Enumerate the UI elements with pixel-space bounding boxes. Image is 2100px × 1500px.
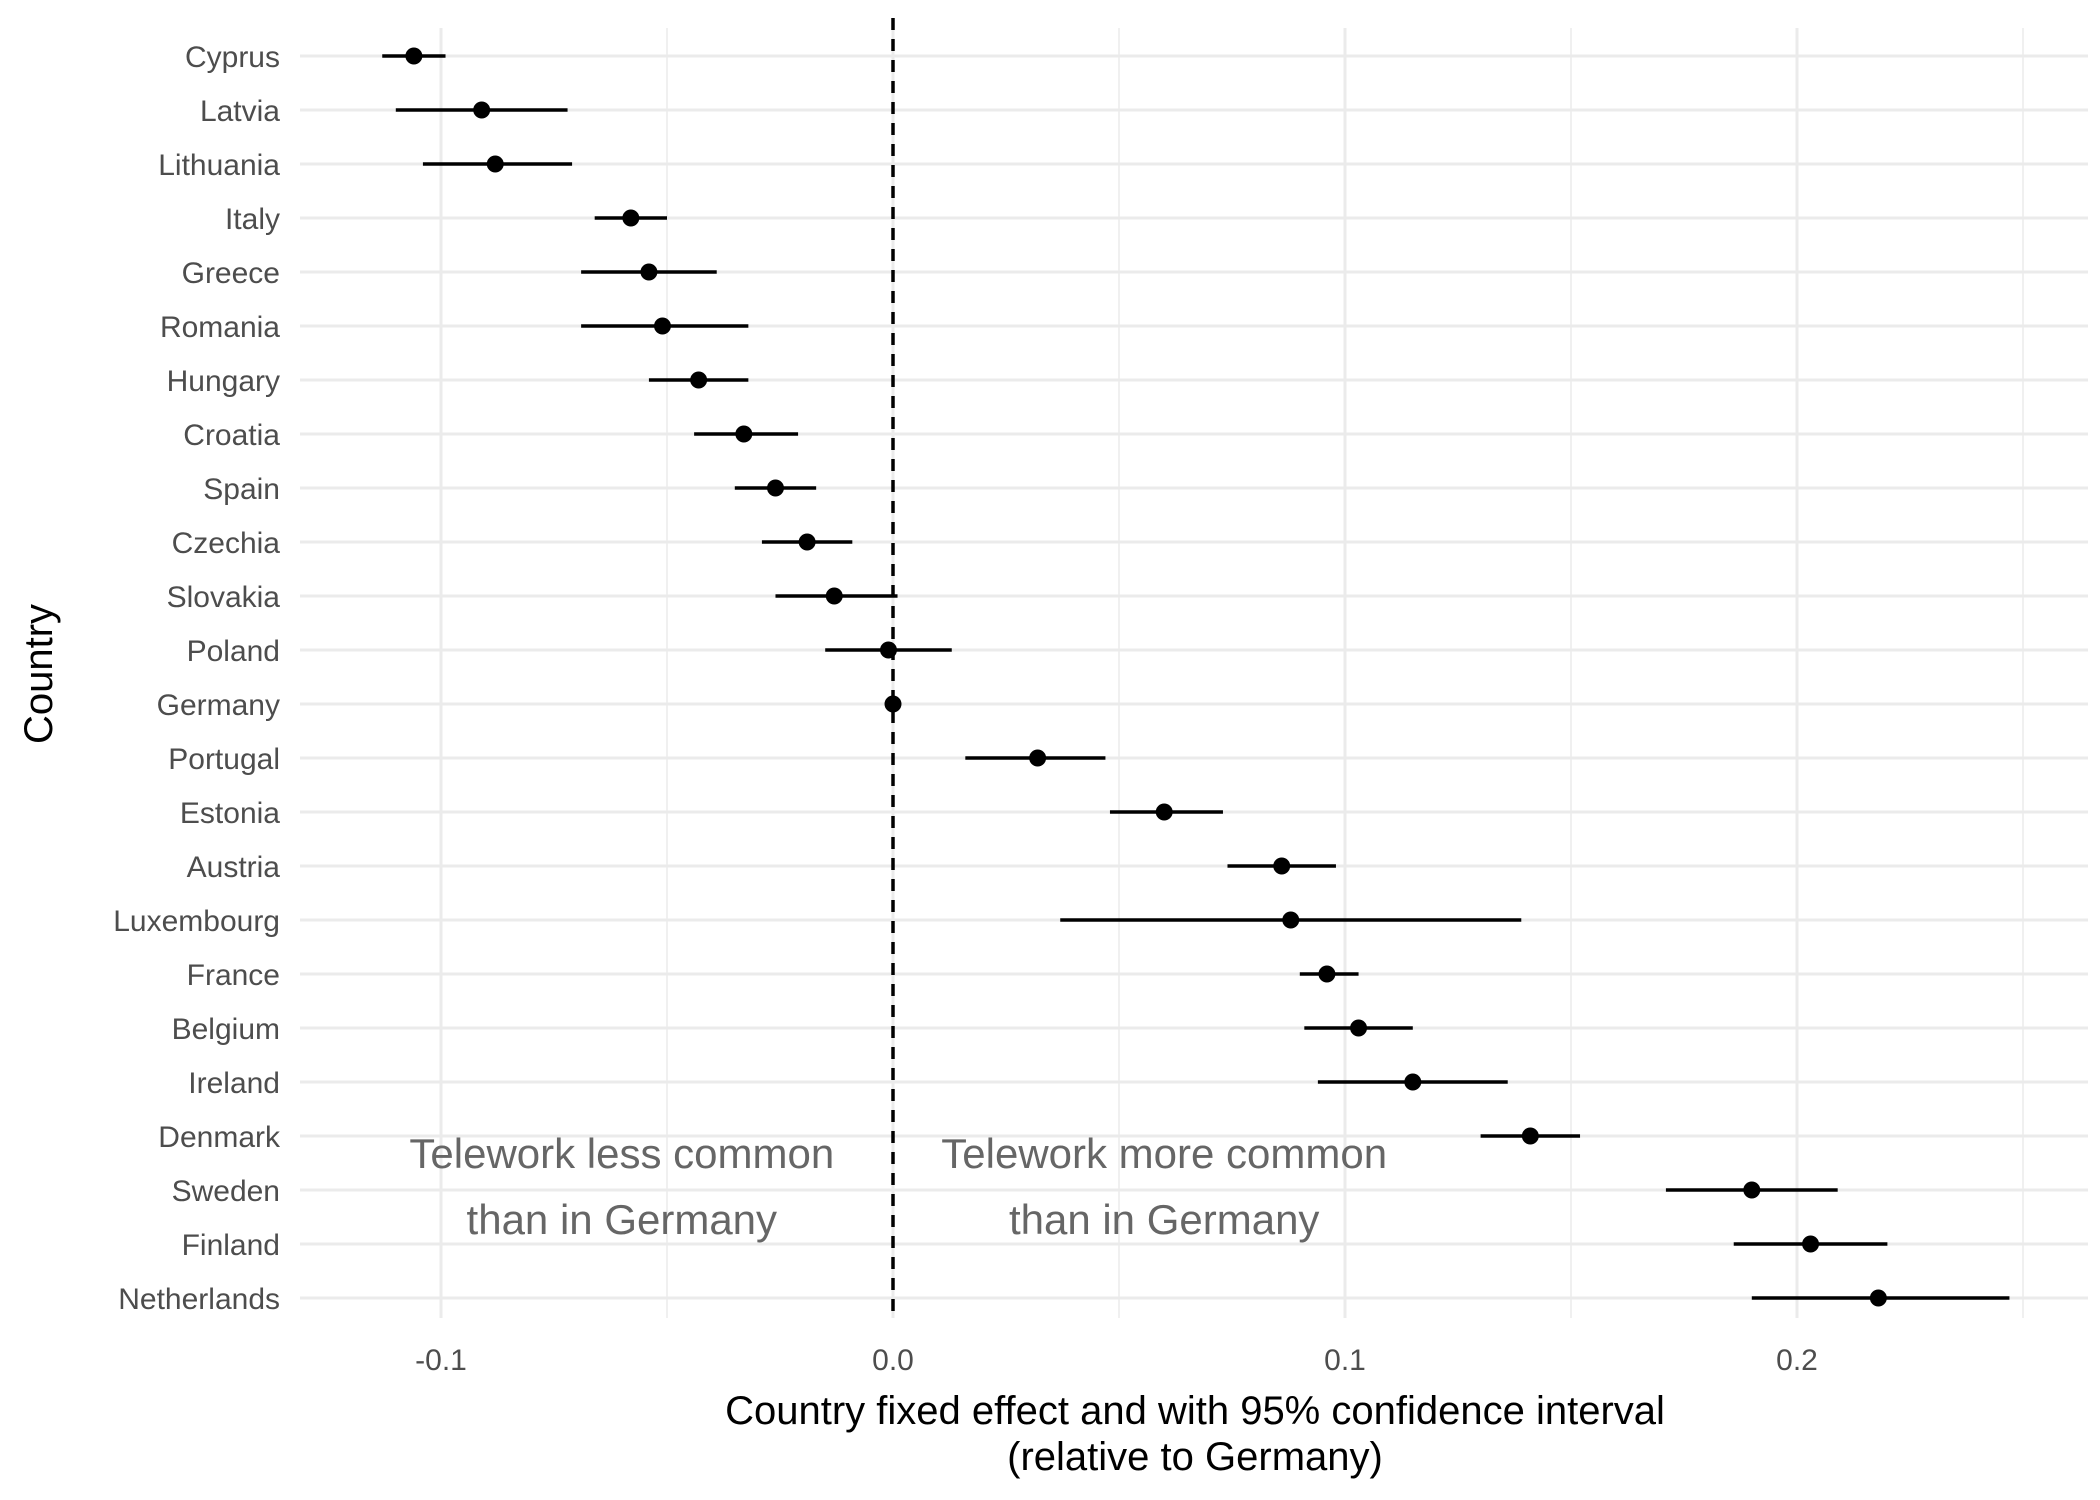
point-estimate-germany — [884, 695, 902, 713]
point-estimate-cyprus — [405, 47, 423, 65]
y-tick-labels: Cyprus Latvia Lithuania Italy Greece Romania H… — [113, 41, 281, 1316]
y-tick-label-portugal: Portugal — [168, 743, 280, 776]
y-tick-label-sweden: Sweden — [172, 1175, 280, 1208]
point-estimate-italy — [622, 209, 640, 227]
y-tick-label-czechia: Czechia — [172, 527, 281, 560]
point-estimate-finland — [1802, 1235, 1820, 1253]
point-estimate-lithuania — [486, 155, 504, 173]
annotation-less-common-line1: Telework less common — [409, 1130, 834, 1177]
y-axis-title: Country — [17, 604, 61, 744]
point-estimate-luxembourg — [1282, 911, 1300, 929]
point-estimate-portugal — [1029, 749, 1047, 767]
point-estimate-austria — [1273, 857, 1291, 875]
y-tick-label-hungary: Hungary — [167, 365, 280, 398]
y-tick-label-germany: Germany — [157, 689, 280, 722]
y-tick-label-finland: Finland — [182, 1229, 280, 1262]
point-estimate-romania — [653, 317, 671, 335]
y-tick-label-luxembourg: Luxembourg — [113, 905, 280, 938]
point-estimate-france — [1318, 965, 1336, 983]
x-tick-label: 0.2 — [1776, 1344, 1818, 1377]
y-tick-label-italy: Italy — [225, 203, 280, 236]
x-tick-label: 0.0 — [872, 1344, 914, 1377]
point-estimate-netherlands — [1869, 1289, 1887, 1307]
y-tick-label-croatia: Croatia — [183, 419, 280, 452]
point-estimates — [405, 47, 1887, 1307]
y-tick-label-lithuania: Lithuania — [158, 149, 280, 182]
x-tick-label: -0.1 — [415, 1344, 467, 1377]
confidence-intervals — [382, 54, 2010, 1300]
point-estimate-ireland — [1404, 1073, 1422, 1091]
point-estimate-czechia — [798, 533, 816, 551]
point-estimate-croatia — [735, 425, 753, 443]
y-tick-label-austria: Austria — [187, 851, 281, 884]
x-tick-labels: -0.1 0.0 0.1 0.2 — [415, 1344, 1818, 1377]
y-tick-label-slovakia: Slovakia — [167, 581, 281, 614]
annotation-more-common-line2: than in Germany — [1009, 1196, 1320, 1243]
y-tick-label-france: France — [187, 959, 280, 992]
x-axis-title-line2: (relative to Germany) — [1007, 1435, 1383, 1479]
point-estimate-denmark — [1521, 1127, 1539, 1145]
y-tick-label-spain: Spain — [203, 473, 280, 506]
y-tick-label-ireland: Ireland — [188, 1067, 280, 1100]
annotations: Telework less common than in Germany Tel… — [409, 1130, 1387, 1243]
y-tick-label-greece: Greece — [182, 257, 280, 290]
y-tick-label-poland: Poland — [187, 635, 280, 668]
point-estimate-slovakia — [825, 587, 843, 605]
x-axis-title-line1: Country fixed effect and with 95% confid… — [725, 1389, 1665, 1433]
y-tick-label-cyprus: Cyprus — [185, 41, 280, 74]
y-tick-label-latvia: Latvia — [200, 95, 280, 128]
y-tick-label-denmark: Denmark — [158, 1121, 281, 1154]
annotation-more-common-line1: Telework more common — [941, 1130, 1387, 1177]
point-estimate-belgium — [1350, 1019, 1368, 1037]
x-tick-label: 0.1 — [1324, 1344, 1366, 1377]
point-estimate-poland — [879, 641, 897, 659]
annotation-less-common-line2: than in Germany — [467, 1196, 778, 1243]
point-estimate-latvia — [473, 101, 491, 119]
point-estimate-hungary — [690, 371, 708, 389]
point-estimate-estonia — [1155, 803, 1173, 821]
grid-lines — [300, 28, 2088, 1318]
y-tick-label-belgium: Belgium — [172, 1013, 280, 1046]
y-tick-label-netherlands: Netherlands — [118, 1283, 280, 1316]
y-tick-label-romania: Romania — [160, 311, 280, 344]
point-estimate-sweden — [1743, 1181, 1761, 1199]
point-estimate-spain — [766, 479, 784, 497]
y-tick-label-estonia: Estonia — [180, 797, 280, 830]
point-estimate-greece — [640, 263, 658, 281]
